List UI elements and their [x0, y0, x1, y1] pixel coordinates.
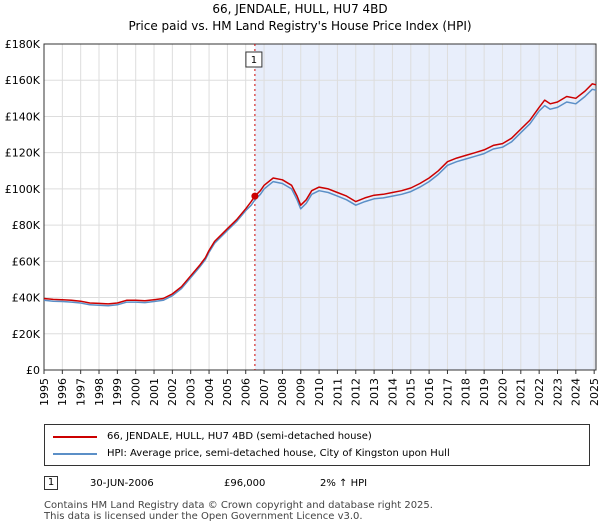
y-tick-label: £160K	[5, 74, 41, 87]
x-tick-label: 2015	[405, 378, 418, 406]
legend-swatch-property	[53, 436, 97, 438]
x-tick-label: 2022	[533, 378, 546, 406]
sale-date: 30-JUN-2006	[90, 478, 154, 489]
x-tick-label: 2008	[276, 378, 289, 406]
x-tick-label: 2017	[441, 378, 454, 406]
x-tick-label: 1997	[75, 378, 88, 406]
y-tick-label: £20K	[12, 328, 41, 341]
footer-licence: This data is licensed under the Open Gov…	[44, 511, 363, 522]
sale-point	[251, 192, 259, 200]
x-tick-label: 2005	[221, 378, 234, 406]
y-tick-label: £40K	[12, 292, 41, 305]
y-tick-label: £0	[26, 364, 40, 377]
shaded-region	[254, 44, 596, 370]
x-tick-label: 2020	[496, 378, 509, 406]
x-tick-label: 2000	[130, 378, 143, 406]
y-tick-label: £120K	[5, 147, 41, 160]
y-tick-label: £140K	[5, 110, 41, 123]
plot-frame	[43, 43, 597, 371]
legend-label-hpi: HPI: Average price, semi-detached house,…	[107, 448, 450, 459]
x-tick-label: 1998	[93, 378, 106, 406]
y-tick-label: £180K	[5, 38, 41, 51]
legend-swatch-hpi	[53, 453, 97, 455]
x-tick-label: 1996	[56, 378, 69, 406]
y-tick-label: £60K	[12, 255, 41, 268]
x-tick-label: 2010	[313, 378, 326, 406]
x-tick-label: 2006	[240, 378, 253, 406]
x-tick-label: 1999	[111, 378, 124, 406]
footer-copyright: Contains HM Land Registry data © Crown c…	[44, 500, 433, 511]
sale-row: 1 30-JUN-2006 £96,000 2% ↑ HPI	[44, 474, 590, 494]
chart-title-subtitle: Price paid vs. HM Land Registry's House …	[128, 19, 472, 33]
price-chart: £0 £20K £40K £60K £80K £100K £120K £140K £160K £1…	[5, 38, 600, 406]
y-tick-label: £80K	[12, 219, 41, 232]
sale-price: £96,000	[224, 478, 266, 489]
x-tick-label: 2009	[295, 378, 308, 406]
x-tick-label: 2023	[551, 378, 564, 406]
series-line-hpi	[43, 88, 597, 307]
x-tick-label: 2018	[460, 378, 473, 406]
x-tick-label: 2019	[478, 378, 491, 406]
y-tick-label: £100K	[5, 183, 41, 196]
x-tick-label: 2001	[148, 378, 161, 406]
x-tick-label: 2011	[331, 378, 344, 406]
sale-badge: 1	[44, 476, 58, 490]
x-tick-label: 1995	[38, 378, 51, 406]
x-tick-label: 2002	[166, 378, 179, 406]
x-tick-label: 2021	[515, 378, 528, 406]
sale-marker-label: 1	[251, 55, 257, 66]
x-tick-label: 2013	[368, 378, 381, 406]
chart-title-address: 66, JENDALE, HULL, HU7 4BD	[212, 2, 388, 16]
x-tick-label: 2007	[258, 378, 271, 406]
x-tick-label: 2004	[203, 378, 216, 406]
sale-marker-badge	[245, 51, 263, 68]
legend-label-property: 66, JENDALE, HULL, HU7 4BD (semi-detache…	[107, 431, 372, 442]
x-tick-label: 2016	[423, 378, 436, 406]
series-line-property	[43, 83, 597, 305]
sale-hpi-change: 2% ↑ HPI	[320, 478, 368, 489]
x-tick-label: 2025	[588, 378, 600, 406]
chart-legend: 66, JENDALE, HULL, HU7 4BD (semi-detache…	[44, 424, 590, 466]
x-tick-label: 2003	[185, 378, 198, 406]
x-tick-label: 2024	[570, 378, 583, 406]
x-tick-label: 2014	[386, 378, 399, 406]
x-tick-label: 2012	[350, 378, 363, 406]
